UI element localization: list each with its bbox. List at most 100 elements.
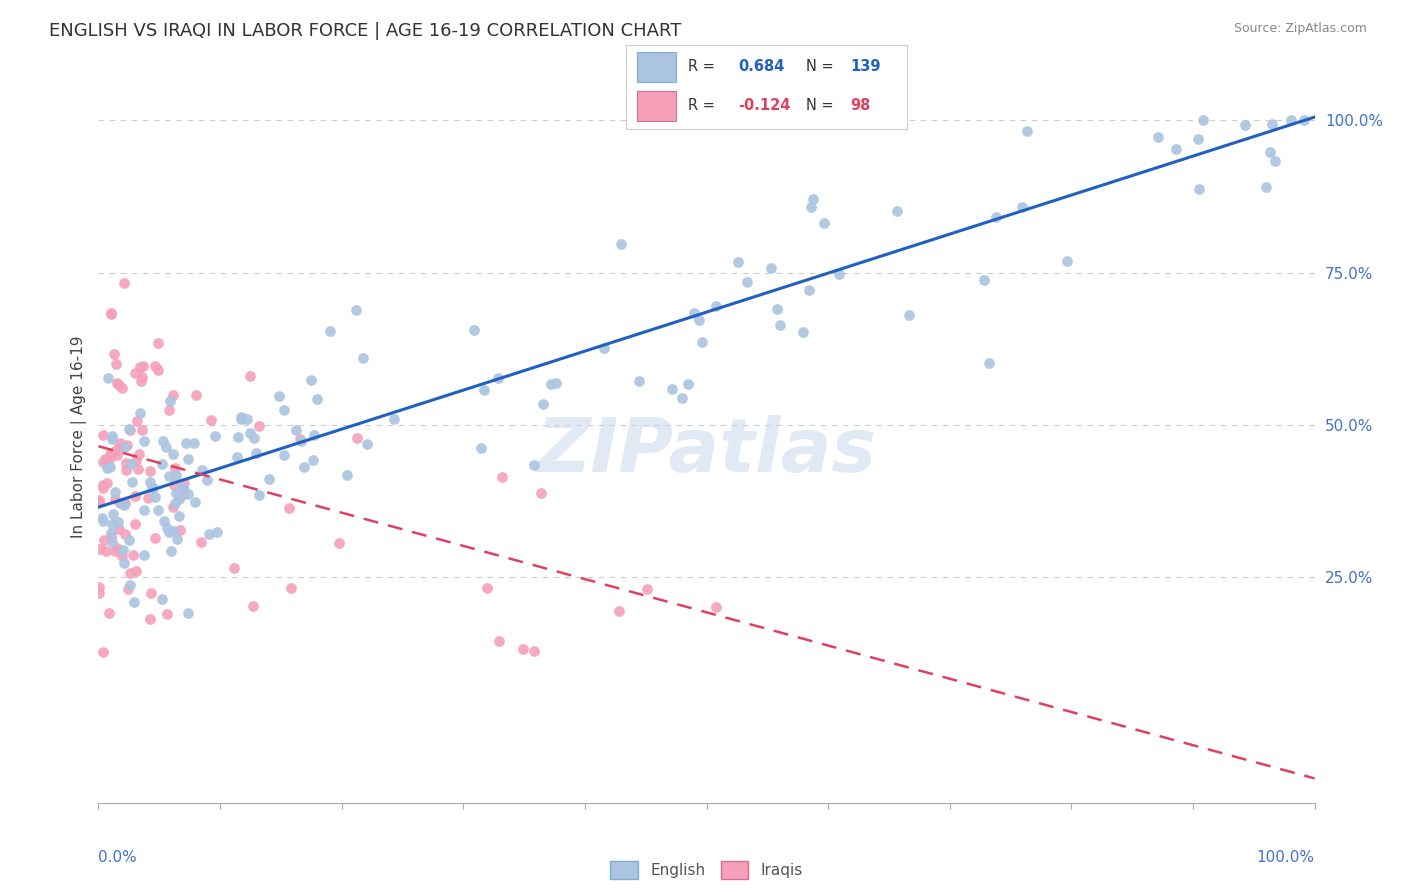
Point: [352, 351, 374, 365]
Point: [118, 422, 141, 436]
Point: [761, 260, 783, 275]
Point: [540, 376, 562, 391]
Point: [328, 535, 350, 549]
Point: [124, 564, 146, 578]
Point: [472, 383, 495, 397]
Point: [96, 544, 118, 558]
Point: [165, 496, 187, 510]
Legend: English, Iraqis: English, Iraqis: [610, 861, 803, 880]
Point: [108, 496, 131, 510]
Point: [470, 441, 492, 455]
Point: [172, 481, 194, 495]
Point: [167, 491, 190, 506]
Text: -0.124: -0.124: [738, 98, 790, 113]
Point: [813, 216, 835, 230]
Point: [797, 283, 820, 297]
Point: [382, 411, 405, 425]
Point: [122, 548, 145, 562]
Point: [159, 544, 181, 558]
Point: [346, 431, 368, 445]
Point: [131, 424, 153, 438]
Point: [101, 445, 124, 459]
Point: [101, 516, 124, 531]
Point: [292, 460, 315, 475]
Point: [165, 486, 187, 500]
Point: [91, 645, 114, 659]
Point: [104, 443, 127, 458]
Point: [1191, 113, 1213, 128]
Point: [91, 428, 114, 442]
Point: [277, 501, 299, 516]
Point: [162, 388, 184, 402]
Point: [157, 469, 180, 483]
Point: [142, 481, 165, 495]
Point: [531, 397, 554, 411]
Point: [93, 533, 115, 547]
Point: [98, 451, 121, 466]
Point: [112, 499, 135, 513]
Point: [162, 500, 184, 515]
Point: [139, 586, 162, 600]
Point: [91, 478, 114, 492]
Point: [301, 453, 323, 467]
Text: R =: R =: [688, 59, 718, 74]
Point: [100, 531, 122, 545]
Text: N =: N =: [806, 59, 838, 74]
Point: [1279, 113, 1302, 128]
Point: [101, 429, 124, 443]
Point: [121, 475, 143, 489]
Point: [165, 468, 187, 483]
Point: [627, 375, 650, 389]
Point: [115, 438, 138, 452]
Point: [285, 423, 308, 437]
Point: [530, 486, 553, 500]
Point: [155, 440, 177, 454]
Point: [100, 307, 122, 321]
Point: [190, 463, 212, 477]
Point: [226, 450, 249, 464]
Point: [114, 440, 136, 454]
Point: [89, 580, 111, 594]
Point: [104, 544, 127, 558]
Point: [267, 389, 290, 403]
Point: [128, 405, 150, 419]
Point: [172, 481, 194, 495]
Point: [676, 376, 699, 391]
Point: [195, 473, 218, 487]
Point: [124, 452, 146, 467]
Point: [120, 566, 142, 581]
Bar: [637, 53, 676, 82]
Point: [136, 491, 159, 506]
Point: [128, 360, 150, 375]
Point: [169, 523, 191, 537]
Point: [150, 457, 173, 471]
Point: [302, 428, 325, 442]
Point: [124, 517, 146, 532]
Point: [239, 426, 262, 441]
Point: [120, 457, 142, 471]
Point: [132, 359, 155, 374]
Point: [96, 476, 118, 491]
Point: [112, 276, 135, 290]
Point: [290, 432, 312, 446]
Point: [159, 393, 181, 408]
Point: [1258, 145, 1281, 160]
Text: 0.684: 0.684: [738, 59, 785, 74]
Point: [114, 496, 136, 510]
Point: [91, 481, 114, 495]
Point: [143, 490, 166, 504]
Point: [183, 435, 205, 450]
Point: [336, 467, 359, 482]
Point: [118, 578, 141, 592]
Point: [163, 460, 186, 475]
Point: [100, 447, 122, 461]
Point: [107, 515, 129, 529]
Point: [727, 255, 749, 269]
Point: [131, 370, 153, 384]
Point: [141, 481, 163, 495]
Point: [162, 447, 184, 461]
Point: [153, 514, 176, 528]
Text: R =: R =: [688, 98, 718, 113]
Point: [105, 376, 128, 390]
Point: [103, 508, 125, 522]
